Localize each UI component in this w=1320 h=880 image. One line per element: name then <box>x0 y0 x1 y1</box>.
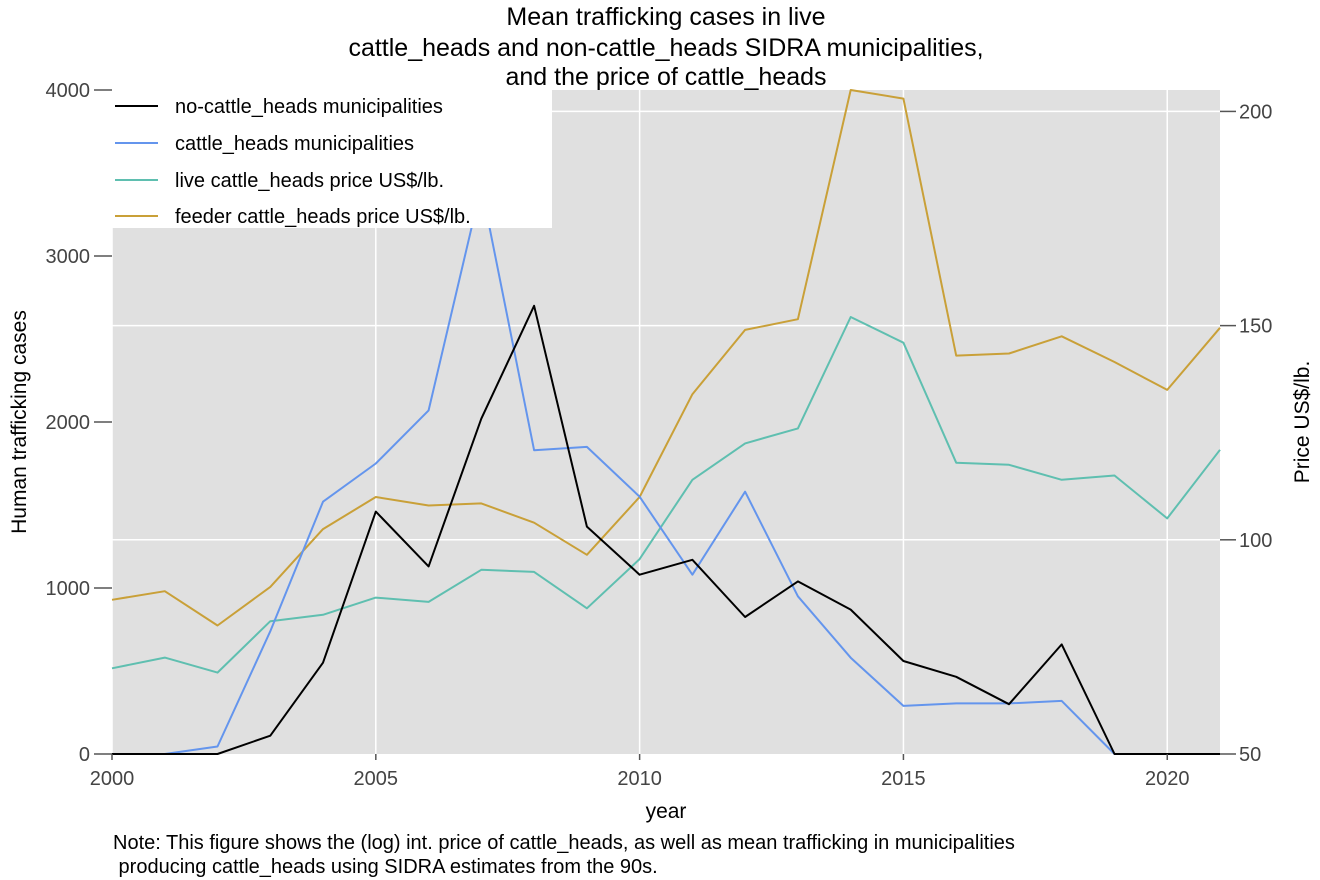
right-y-tick-label-100: 100 <box>1239 530 1272 552</box>
right-y-axis-ticks: 50 100 150 200 <box>1220 101 1272 766</box>
series-line-2 <box>112 185 1220 755</box>
series-line-3 <box>111 316 1221 674</box>
note-line-2: producing cattle_heads using SIDRA estim… <box>113 856 658 878</box>
x-tick-label-2015: 2015 <box>881 768 926 790</box>
series-line-1 <box>112 304 1220 755</box>
left-y-tick-label-1000: 1000 <box>46 578 91 600</box>
figure-note: Note: This figure shows the (log) int. p… <box>113 832 1015 878</box>
series-line-4 <box>111 89 1221 627</box>
right-y-tick-label-50: 50 <box>1239 744 1261 766</box>
legend-label-cattle: cattle_heads municipalities <box>175 133 414 155</box>
legend: no-cattle_heads municipalities cattle_he… <box>112 90 552 228</box>
legend-label-no-cattle: no-cattle_heads municipalities <box>175 96 443 118</box>
right-y-axis-title: Price US$/lb. <box>1291 361 1314 484</box>
series-lines <box>111 89 1221 755</box>
note-line-1: Note: This figure shows the (log) int. p… <box>113 832 1015 854</box>
x-tick-label-2000: 2000 <box>90 768 135 790</box>
left-y-tick-label-4000: 4000 <box>46 80 91 102</box>
left-y-tick-label-3000: 3000 <box>46 246 91 268</box>
x-tick-label-2005: 2005 <box>354 768 399 790</box>
title-line-1: Mean trafficking cases in live <box>506 3 825 31</box>
x-axis-ticks: 2000 2005 2010 2015 2020 <box>90 754 1190 790</box>
left-y-axis-ticks: 0 1000 2000 3000 4000 <box>46 80 112 766</box>
x-axis-title: year <box>646 800 687 823</box>
legend-background <box>112 90 552 228</box>
right-y-tick-label-150: 150 <box>1239 316 1272 338</box>
chart-title: Mean trafficking cases in live cattle_he… <box>348 3 983 91</box>
x-tick-label-2010: 2010 <box>617 768 662 790</box>
legend-label-live-price: live cattle_heads price US$/lb. <box>175 170 444 192</box>
title-line-2: cattle_heads and non-cattle_heads SIDRA … <box>348 34 983 62</box>
left-y-tick-label-2000: 2000 <box>46 412 91 434</box>
left-y-axis-title: Human trafficking cases <box>8 310 31 534</box>
title-line-3: and the price of cattle_heads <box>505 63 826 91</box>
x-tick-label-2020: 2020 <box>1145 768 1190 790</box>
legend-label-feeder-price: feeder cattle_heads price US$/lb. <box>175 206 471 228</box>
right-y-tick-label-200: 200 <box>1239 101 1272 123</box>
left-y-tick-label-0: 0 <box>79 744 90 766</box>
